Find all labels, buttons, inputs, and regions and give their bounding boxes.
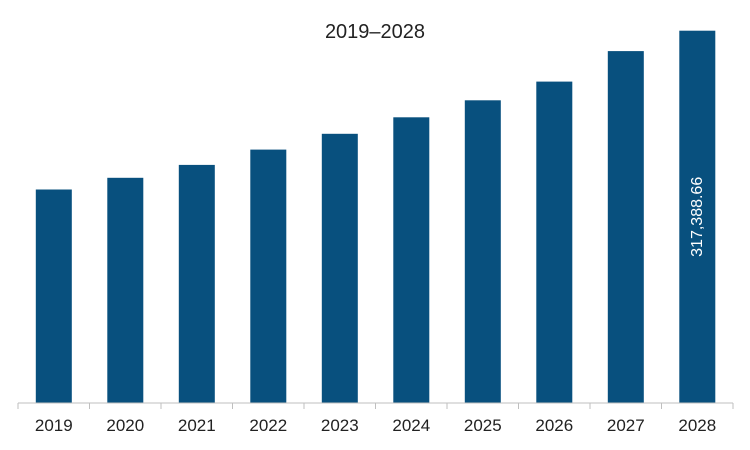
bars-group <box>35 30 716 404</box>
bar-2019 <box>35 189 72 403</box>
x-tick-label-2021: 2021 <box>178 416 216 435</box>
x-tick-label-2023: 2023 <box>321 416 359 435</box>
chart-title: 2019–2028 <box>325 21 425 43</box>
bar-2022 <box>250 149 287 403</box>
bar-2021 <box>178 164 215 403</box>
bar-2023 <box>321 133 358 404</box>
x-tick-label-2026: 2026 <box>535 416 573 435</box>
data-label-2028: 317,388.66 <box>689 177 706 257</box>
x-axis-ticks <box>17 403 734 409</box>
bar-2024 <box>393 117 430 404</box>
bar-2028 <box>679 30 716 403</box>
bar-2027 <box>607 51 644 403</box>
bar-2026 <box>536 81 573 403</box>
x-tick-label-2020: 2020 <box>106 416 144 435</box>
x-tick-label-2025: 2025 <box>464 416 502 435</box>
x-tick-label-2024: 2024 <box>392 416 430 435</box>
bar-2025 <box>464 100 501 404</box>
data-labels: 317,388.66 <box>689 177 706 257</box>
x-tick-label-2027: 2027 <box>607 416 645 435</box>
x-tick-label-2022: 2022 <box>249 416 287 435</box>
x-tick-label-2028: 2028 <box>678 416 716 435</box>
x-tick-label-2019: 2019 <box>35 416 73 435</box>
x-axis-tick-labels: 2019 2020 2021 2022 2023 2024 2025 2026 2027 2028 <box>35 416 716 435</box>
bar-2020 <box>107 177 144 403</box>
